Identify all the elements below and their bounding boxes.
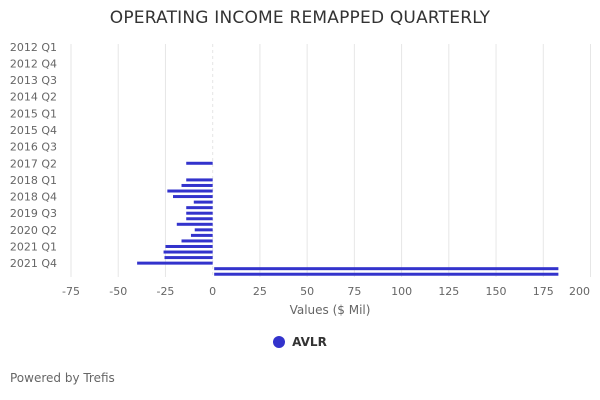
bar[interactable]	[181, 183, 213, 187]
chart-title: OPERATING INCOME REMAPPED QUARTERLY	[109, 8, 491, 28]
x-tick-label: 0	[209, 285, 216, 298]
y-tick-label: 2014 Q2	[10, 91, 57, 104]
y-tick-label: 2018 Q4	[10, 191, 57, 204]
bar[interactable]	[163, 250, 213, 254]
y-tick-label: 2015 Q4	[10, 124, 57, 137]
x-tick-label: 75	[347, 285, 361, 298]
y-tick-label: 2021 Q4	[10, 257, 57, 270]
x-tick-label: 25	[253, 285, 267, 298]
y-tick-label: 2015 Q1	[10, 107, 57, 120]
bar[interactable]	[176, 222, 213, 226]
legend-marker-icon	[273, 336, 286, 348]
y-tick-label: 2013 Q3	[10, 74, 57, 87]
x-tick-label: -50	[109, 285, 127, 298]
bar[interactable]	[186, 217, 213, 221]
bar[interactable]	[137, 261, 213, 265]
bar[interactable]	[186, 211, 213, 215]
y-tick-label: 2020 Q2	[10, 224, 57, 237]
x-tick-label: 200	[569, 285, 590, 298]
y-tick-label: 2017 Q2	[10, 157, 57, 170]
x-tick-label: -75	[62, 285, 80, 298]
bar[interactable]	[194, 228, 213, 232]
x-tick-label: 100	[391, 285, 412, 298]
bar[interactable]	[164, 256, 213, 260]
x-tick-label: -25	[156, 285, 174, 298]
bar[interactable]	[214, 267, 559, 271]
footer-credit: Powered by Trefis	[10, 371, 115, 385]
y-tick-label: 2018 Q1	[10, 174, 57, 187]
bars	[137, 161, 559, 276]
y-axis-labels: 2012 Q1 2012 Q4 2013 Q3 2014 Q2 2015 Q1 2015 …	[10, 41, 57, 270]
y-tick-label: 2016 Q3	[10, 141, 57, 154]
y-tick-label: 2019 Q3	[10, 207, 57, 220]
y-tick-label: 2012 Q1	[10, 41, 57, 54]
bar[interactable]	[186, 178, 213, 182]
x-tick-label: 125	[438, 285, 459, 298]
chart-plot: 2012 Q1 2012 Q4 2013 Q3 2014 Q2 2015 Q1 2015 …	[10, 41, 591, 317]
grid-lines	[70, 44, 591, 277]
legend: AVLR	[0, 335, 600, 349]
bar[interactable]	[181, 239, 213, 243]
bar[interactable]	[173, 195, 213, 199]
bar[interactable]	[190, 233, 213, 237]
bar[interactable]	[165, 244, 213, 248]
bar[interactable]	[186, 206, 213, 210]
x-tick-label: 175	[533, 285, 554, 298]
legend-label[interactable]: AVLR	[292, 335, 327, 349]
x-axis-title: Values ($ Mil)	[290, 303, 371, 317]
bar[interactable]	[214, 272, 559, 276]
x-tick-label: 150	[486, 285, 507, 298]
bar[interactable]	[167, 189, 213, 193]
x-axis-ticks: -75 -50 -25 0 25 50 75 100 125 150 175 200	[62, 285, 590, 298]
y-tick-label: 2012 Q4	[10, 57, 57, 70]
y-tick-label: 2021 Q1	[10, 240, 57, 253]
bar[interactable]	[193, 200, 213, 204]
bar[interactable]	[186, 161, 213, 165]
x-tick-label: 50	[300, 285, 314, 298]
